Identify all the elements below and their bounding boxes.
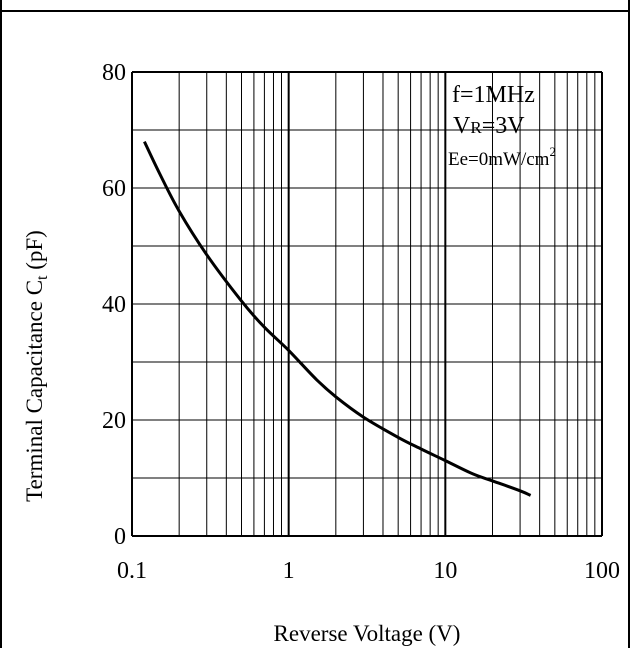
annotation-voltage-subscript: R bbox=[470, 118, 482, 137]
y-tick-label: 60 bbox=[102, 176, 126, 202]
series-layer bbox=[143, 140, 532, 497]
x-tick-label: 10 bbox=[433, 558, 457, 584]
capacitance-curve bbox=[143, 140, 532, 497]
grid bbox=[131, 71, 603, 537]
y-axis-label: Terminal Capacitance Ct (pF) bbox=[22, 230, 51, 502]
annotation-voltage-rest: =3V bbox=[482, 113, 526, 139]
annotation-voltage: VR=3V bbox=[453, 113, 525, 139]
annotation-frequency: f=1MHz bbox=[452, 82, 535, 108]
y-tick-label: 80 bbox=[102, 60, 126, 86]
x-tick-label: 0.1 bbox=[117, 558, 147, 584]
x-axis-label: Reverse Voltage (V) bbox=[274, 621, 461, 646]
condition-annotation: f=1MHz VR=3V Ee=0mW/cm2 bbox=[448, 82, 556, 170]
y-axis-label-subscript: t bbox=[34, 275, 51, 280]
tick-labels: 0 20 40 60 80 0.1 1 10 100 bbox=[102, 60, 620, 584]
x-tick-label: 100 bbox=[584, 558, 620, 584]
annotation-irradiance-superscript: 2 bbox=[549, 144, 556, 159]
annotation-irradiance: Ee=0mW/cm2 bbox=[448, 144, 556, 170]
y-axis-label-unit: (pF) bbox=[22, 230, 47, 275]
y-tick-label: 0 bbox=[114, 524, 126, 550]
y-tick-label: 20 bbox=[102, 408, 126, 434]
y-tick-label: 40 bbox=[102, 292, 126, 318]
x-tick-label: 1 bbox=[283, 558, 295, 584]
